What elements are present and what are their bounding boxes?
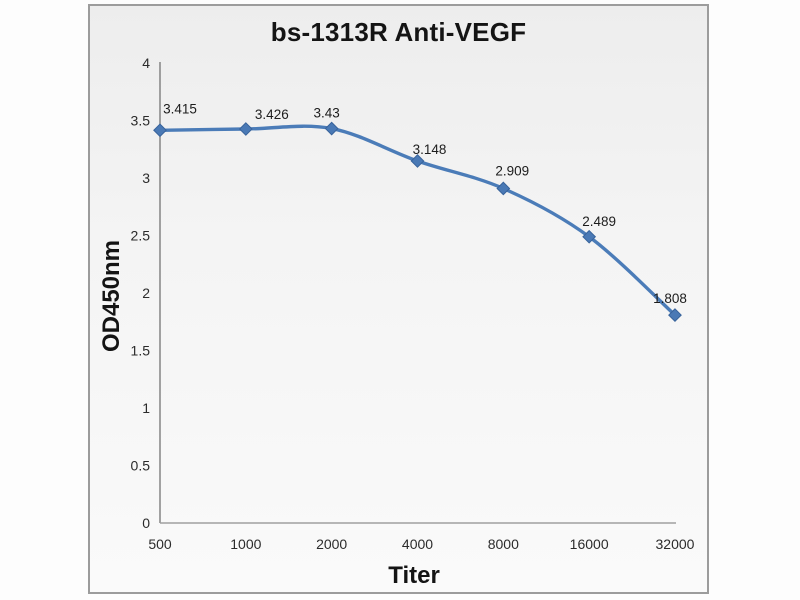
y-axis-title: OD450nm (98, 239, 125, 353)
x-axis-title: Titer (388, 562, 440, 589)
chart-title: bs-1313R Anti-VEGF (270, 17, 527, 47)
chart-panel: bs-1313R Anti-VEGF OD450nm Titer (88, 4, 709, 594)
